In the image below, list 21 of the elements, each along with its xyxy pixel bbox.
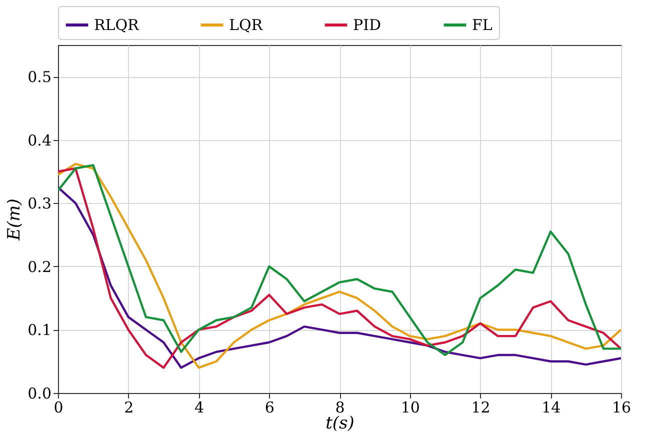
y-tick-label: 0.1 (28, 321, 52, 340)
x-tick-label: 2 (124, 398, 134, 416)
legend-label: FL (472, 16, 492, 34)
x-tick-label: 14 (542, 398, 561, 416)
y-tick-label: 0.5 (28, 68, 52, 86)
x-tick-label: 8 (335, 398, 345, 416)
x-tick-label: 10 (400, 398, 420, 416)
y-tick-label: 0.0 (28, 384, 52, 402)
x-tick-label: 0 (54, 398, 64, 416)
x-tick-label: 12 (471, 398, 490, 416)
x-tick-label: 16 (612, 398, 632, 416)
y-tick-label: 0.3 (28, 194, 52, 213)
x-tick-label: 6 (264, 398, 274, 416)
y-axis-title: E(m) (4, 198, 25, 242)
y-tick-label: 0.2 (28, 258, 52, 276)
x-tick-label: 4 (194, 398, 204, 416)
legend-label: LQR (229, 16, 264, 34)
x-axis-title: t(s) (326, 414, 354, 434)
legend-label: RLQR (94, 16, 140, 34)
legend-label: PID (353, 16, 382, 34)
y-tick-label: 0.4 (28, 131, 52, 150)
